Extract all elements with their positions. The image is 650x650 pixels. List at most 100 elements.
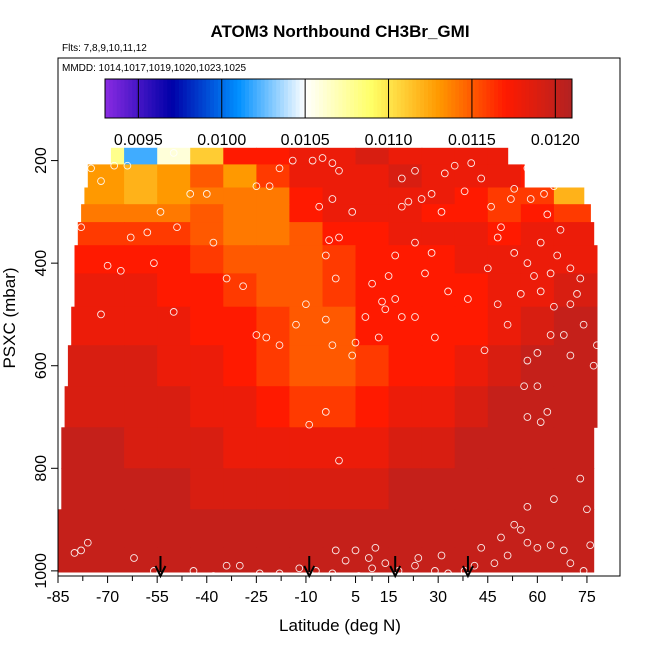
- observation-point: [335, 456, 343, 465]
- observation-point: [583, 505, 591, 514]
- colorbar-segment: [213, 79, 219, 118]
- colorbar-segment: [354, 79, 359, 118]
- observation-point: [391, 251, 400, 260]
- colorbar-segment: [241, 79, 246, 118]
- x-tick-label: -85: [46, 589, 69, 606]
- observation-point: [550, 182, 558, 191]
- heatmap-cell: [553, 222, 595, 246]
- heatmap-cell: [124, 306, 158, 346]
- colorbar-segment: [338, 79, 343, 118]
- observation-point: [97, 310, 105, 319]
- observation-point: [566, 159, 575, 167]
- heatmap-cell: [520, 164, 525, 189]
- heatmap-cell: [355, 427, 390, 469]
- observation-point: [378, 297, 386, 306]
- heatmap-cell: [553, 468, 595, 510]
- observation-point: [536, 287, 545, 296]
- colorbar-segment: [248, 79, 254, 118]
- x-tick-label: -70: [96, 589, 119, 606]
- observation-point: [288, 156, 297, 165]
- colorbar-segment: [132, 79, 137, 118]
- heatmap-cell: [124, 427, 158, 469]
- heatmap-cell: [487, 147, 509, 166]
- colorbar-segment: [552, 79, 557, 118]
- colorbar-segment: [147, 79, 153, 118]
- heatmap-cell: [520, 187, 555, 205]
- observation-point: [421, 269, 429, 278]
- colorbar-tick-label: 0.0095: [114, 132, 163, 149]
- heatmap-cell: [190, 187, 224, 205]
- heatmap-cell: [454, 222, 489, 246]
- observation-point: [497, 533, 505, 542]
- x-axis: -85 -70 -55 -40 -25 -10 5 15 30 45 60 75: [46, 576, 596, 606]
- heatmap-cell: [487, 427, 522, 469]
- observation-point: [397, 174, 406, 183]
- heatmap-cell: [388, 273, 423, 308]
- heatmap-cell: [289, 468, 324, 510]
- heatmap-cell: [77, 222, 125, 246]
- observation-point: [335, 233, 343, 242]
- heatmap-cell: [421, 509, 456, 549]
- observation-point: [328, 569, 337, 578]
- observation-point: [523, 356, 532, 365]
- colorbar-segment: [198, 79, 203, 118]
- colorbar-segment: [291, 79, 297, 118]
- heatmap-cell: [289, 147, 324, 166]
- heatmap-cell: [553, 306, 598, 346]
- colorbar-segment: [365, 79, 371, 118]
- colorbar-segment: [155, 79, 160, 118]
- observation-point: [417, 195, 426, 203]
- colorbar-segment: [233, 79, 238, 118]
- colorbar-segment: [112, 79, 118, 118]
- heatmap-cell: [322, 345, 357, 387]
- heatmap-cell: [289, 204, 324, 223]
- heatmap-cell: [553, 509, 595, 549]
- observation-point: [130, 554, 138, 562]
- heatmap-cell: [520, 345, 555, 387]
- observation-point: [381, 559, 390, 568]
- heatmap-cell: [388, 427, 423, 469]
- heatmap-cell: [487, 187, 522, 205]
- heatmap-cell: [223, 345, 257, 387]
- heatmap-cell: [256, 306, 291, 346]
- colorbar-segment: [260, 79, 266, 118]
- observation-point: [431, 567, 439, 575]
- observation-point: [566, 300, 575, 309]
- colorbar-segment: [108, 79, 114, 118]
- heatmap-cell: [223, 204, 257, 223]
- observation-point: [341, 556, 350, 565]
- observation-point: [543, 210, 552, 219]
- y-axis: 200 400 600 800 1000: [33, 147, 58, 589]
- colorbar-segment: [533, 79, 538, 118]
- colorbar-segment: [513, 79, 519, 118]
- colorbar-segment: [221, 79, 227, 118]
- heatmap-cell: [157, 427, 191, 469]
- heatmap-cell: [256, 222, 291, 246]
- heatmap-cell: [256, 427, 291, 469]
- heatmap-cell: [454, 468, 489, 510]
- y-axis-label: PSXC (mbar): [0, 267, 19, 368]
- heatmap-cell: [487, 468, 522, 510]
- colorbar-segment: [124, 79, 129, 118]
- heatmap-cell: [421, 306, 456, 346]
- heatmap-cell: [74, 273, 125, 308]
- heatmap-cell: [289, 345, 324, 387]
- heatmap-cell: [61, 468, 125, 510]
- observation-point: [348, 351, 357, 360]
- heatmap-cell: [157, 468, 191, 510]
- colorbar-segment: [268, 79, 273, 118]
- colorbar-segment: [369, 79, 375, 118]
- observation-point: [540, 190, 548, 198]
- observation-point: [110, 161, 119, 170]
- x-tick-label: 75: [578, 589, 596, 606]
- heatmap-cell: [256, 204, 291, 223]
- heatmap-cell: [223, 245, 257, 274]
- observation-point: [126, 233, 135, 242]
- observation-point: [70, 549, 79, 557]
- colorbar-segment: [311, 79, 316, 118]
- observation-point: [520, 382, 528, 391]
- heatmap-cell: [157, 386, 191, 428]
- heatmap-cell: [256, 345, 291, 387]
- heatmap-cell: [190, 164, 224, 189]
- observation-point: [493, 233, 502, 242]
